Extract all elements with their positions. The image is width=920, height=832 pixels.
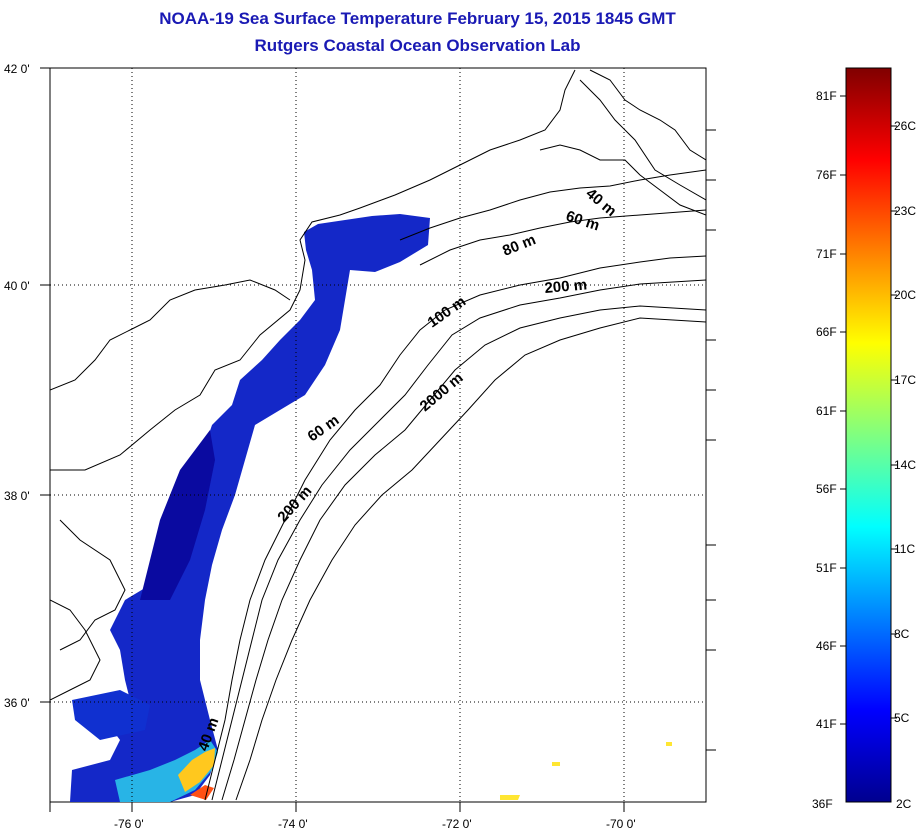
grid	[50, 68, 706, 802]
colorbar-f-label: 41F	[816, 717, 837, 731]
colorbar-c-label: 14C	[894, 458, 916, 472]
bathymetry-contours	[204, 169, 706, 801]
lat-tick-label: 36 0'	[4, 696, 30, 710]
lon-tick-label: -74 0'	[278, 817, 308, 831]
colorbar: 81F 76F 71F 66F 61F 56F 51F 46F 41F 36F …	[812, 67, 916, 811]
map-subtitle: Rutgers Coastal Ocean Observation Lab	[254, 36, 581, 55]
depth-label: 200 m	[544, 276, 588, 297]
map-title: NOAA-19 Sea Surface Temperature February…	[159, 9, 676, 28]
lat-tick-label: 40 0'	[4, 279, 30, 293]
lon-tick-label: -76 0'	[114, 817, 144, 831]
colorbar-f-label: 76F	[816, 168, 837, 182]
colorbar-f-label: 46F	[816, 639, 837, 653]
lat-tick-label: 42 0'	[4, 62, 30, 76]
colorbar-c-label: 17C	[894, 373, 916, 387]
colorbar-f-label: 81F	[816, 89, 837, 103]
colorbar-c-label: 5C	[894, 711, 910, 725]
colorbar-f-label: 36F	[812, 797, 833, 811]
colorbar-f-label: 71F	[816, 247, 837, 261]
colorbar-f-label: 61F	[816, 404, 837, 418]
colorbar-c-label: 26C	[894, 119, 916, 133]
lon-tick-label: -70 0'	[606, 817, 636, 831]
colorbar-c-label: 8C	[894, 627, 910, 641]
coastlines	[50, 69, 706, 701]
colorbar-c-label: 11C	[894, 542, 915, 556]
colorbar-f-label: 56F	[816, 482, 837, 496]
colorbar-f-label: 66F	[816, 325, 837, 339]
axis-ticks	[40, 67, 716, 812]
colorbar-c-label: 2C	[896, 797, 912, 811]
lon-tick-label: -72 0'	[442, 817, 472, 831]
colorbar-c-label: 20C	[894, 288, 916, 302]
lat-tick-label: 38 0'	[4, 489, 30, 503]
colorbar-f-label: 51F	[816, 561, 837, 575]
colorbar-gradient	[845, 67, 892, 803]
colorbar-c-label: 23C	[894, 204, 916, 218]
